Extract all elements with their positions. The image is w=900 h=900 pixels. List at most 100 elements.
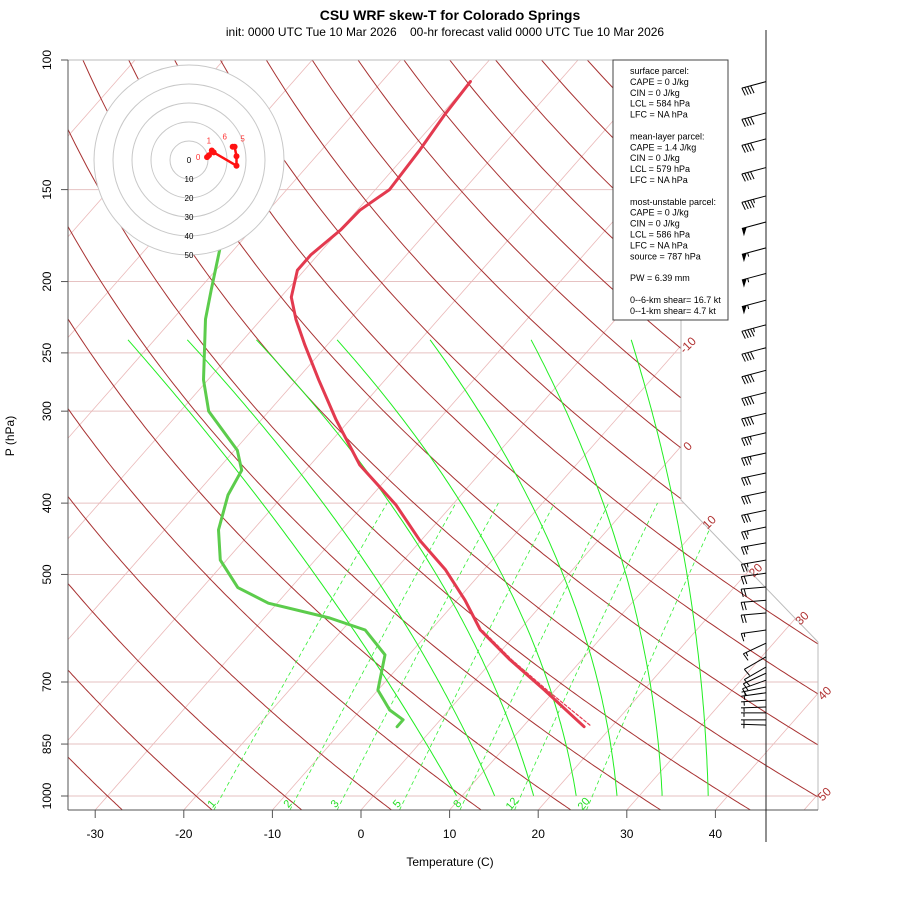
- dry-adiabat-line: [346, 60, 818, 810]
- wind-barb-half: [747, 252, 750, 257]
- wind-barb-full: [744, 87, 749, 95]
- wind-barb-staff: [740, 723, 767, 726]
- mixing-ratio-line: [399, 502, 555, 810]
- wind-barb-staff: [743, 642, 767, 655]
- mixing-ratio-line: [336, 502, 499, 810]
- y-tick-label: 700: [40, 672, 54, 692]
- wind-barb-full: [747, 86, 752, 95]
- wind-barb: [740, 706, 767, 712]
- wind-barb-full: [741, 477, 746, 486]
- isotherm-label: 0: [680, 439, 695, 454]
- wind-barb-staff: [741, 572, 767, 578]
- mixing-ratio-line: [586, 502, 723, 810]
- wind-barb-half: [749, 456, 752, 461]
- info-line: PW = 6.39 mm: [630, 273, 690, 283]
- wind-barb-staff: [741, 586, 767, 590]
- dry-adiabat-line: [256, 60, 818, 810]
- wind-barb: [741, 299, 767, 315]
- mixing-ratio-line: [514, 502, 658, 810]
- info-line: CAPE = 1.4 J/kg: [630, 142, 696, 152]
- wind-barbs: [740, 81, 767, 729]
- wind-barb-pennant: [741, 227, 747, 237]
- wind-barb-full: [747, 117, 752, 126]
- temperature-trace: [289, 80, 586, 729]
- wind-barb-full: [750, 374, 755, 382]
- wind-barb-staff: [741, 81, 767, 89]
- hodograph-ring: [93, 64, 285, 256]
- wind-barb-pennant: [741, 253, 747, 263]
- wind-barb-half: [743, 695, 746, 700]
- wind-barb-full: [742, 653, 749, 661]
- info-box-frame: [612, 59, 729, 321]
- hodograph-point-label: 0: [196, 153, 201, 162]
- wind-barb: [741, 81, 767, 96]
- wind-barb-full: [744, 118, 749, 127]
- wind-barb-half: [746, 530, 749, 535]
- wind-barb-staff: [741, 692, 767, 697]
- info-line: CAPE = 0 J/kg: [630, 77, 689, 87]
- wind-barb-full: [741, 438, 746, 447]
- dry-adiabat-line: [120, 60, 818, 810]
- wind-barb-full: [741, 496, 746, 505]
- info-line: LCL = 584 hPa: [630, 99, 690, 109]
- wind-barb: [740, 723, 767, 729]
- wind-barb-full: [744, 375, 749, 384]
- mixing-ratio-label: 1: [206, 798, 219, 810]
- wind-barb-full: [740, 547, 745, 556]
- wind-barb-staff: [741, 559, 767, 565]
- wind-barb-full: [741, 531, 746, 540]
- chart-title: CSU WRF skew-T for Colorado Springs: [320, 7, 581, 23]
- wind-barb-staff: [741, 167, 767, 175]
- hodograph-ring: [112, 83, 266, 237]
- wind-barb-full: [740, 576, 745, 585]
- wind-barb-full: [744, 353, 749, 361]
- hodograph-ring-label: 40: [185, 232, 194, 241]
- dry-adiabat-line: [68, 60, 394, 810]
- wind-barb-full: [741, 376, 746, 385]
- wind-barb-full: [750, 85, 755, 94]
- info-line: CAPE = 0 J/kg: [630, 208, 689, 218]
- isotherm-line: [68, 60, 402, 810]
- dry-adiabat-line: [708, 60, 818, 810]
- wind-barb-staff: [741, 272, 767, 281]
- y-tick-label: 200: [40, 271, 54, 291]
- y-tick-label: 250: [40, 343, 54, 363]
- info-line: CIN = 0 J/kg: [630, 153, 680, 163]
- isotherm-line: [272, 60, 818, 810]
- x-tick-label: 40: [709, 827, 723, 841]
- wind-barb-half: [746, 563, 749, 568]
- wind-barb: [741, 509, 767, 524]
- wind-barb: [741, 369, 767, 385]
- x-tick-label: -20: [175, 827, 193, 841]
- wind-barb: [741, 112, 767, 127]
- wind-barb-full: [744, 437, 749, 446]
- wind-barb-full: [750, 396, 755, 404]
- info-line: LCL = 586 hPa: [630, 230, 690, 240]
- isotherm-label: 10: [700, 512, 720, 532]
- wind-barb: [742, 642, 767, 661]
- wind-barb: [740, 572, 767, 585]
- wind-barb-staff: [741, 392, 767, 400]
- wind-barb-full: [750, 142, 755, 151]
- wind-barb-full: [740, 614, 744, 624]
- wind-barb-staff: [741, 324, 767, 332]
- hodograph-point: [205, 152, 212, 159]
- info-line: CIN = 0 J/kg: [630, 219, 680, 229]
- hodograph-ring-label: 50: [185, 251, 194, 260]
- wind-barb-full: [740, 633, 745, 642]
- hodograph-point: [229, 143, 236, 150]
- wind-barb-staff: [740, 706, 767, 709]
- wind-barb-staff: [744, 656, 767, 670]
- wind-barb-full: [743, 679, 751, 687]
- hodograph-ring-label: 20: [185, 194, 194, 203]
- info-line: mean-layer parcel:: [630, 131, 705, 141]
- wind-barb-full: [746, 456, 752, 465]
- wind-barb: [741, 324, 767, 339]
- wind-barb: [741, 347, 767, 362]
- wind-barb: [741, 686, 767, 696]
- wind-barb: [743, 666, 767, 687]
- wind-barb-half: [752, 328, 755, 333]
- wind-barb-full: [741, 119, 746, 127]
- wind-barb-full: [747, 417, 752, 426]
- wind-barb-full: [743, 614, 747, 623]
